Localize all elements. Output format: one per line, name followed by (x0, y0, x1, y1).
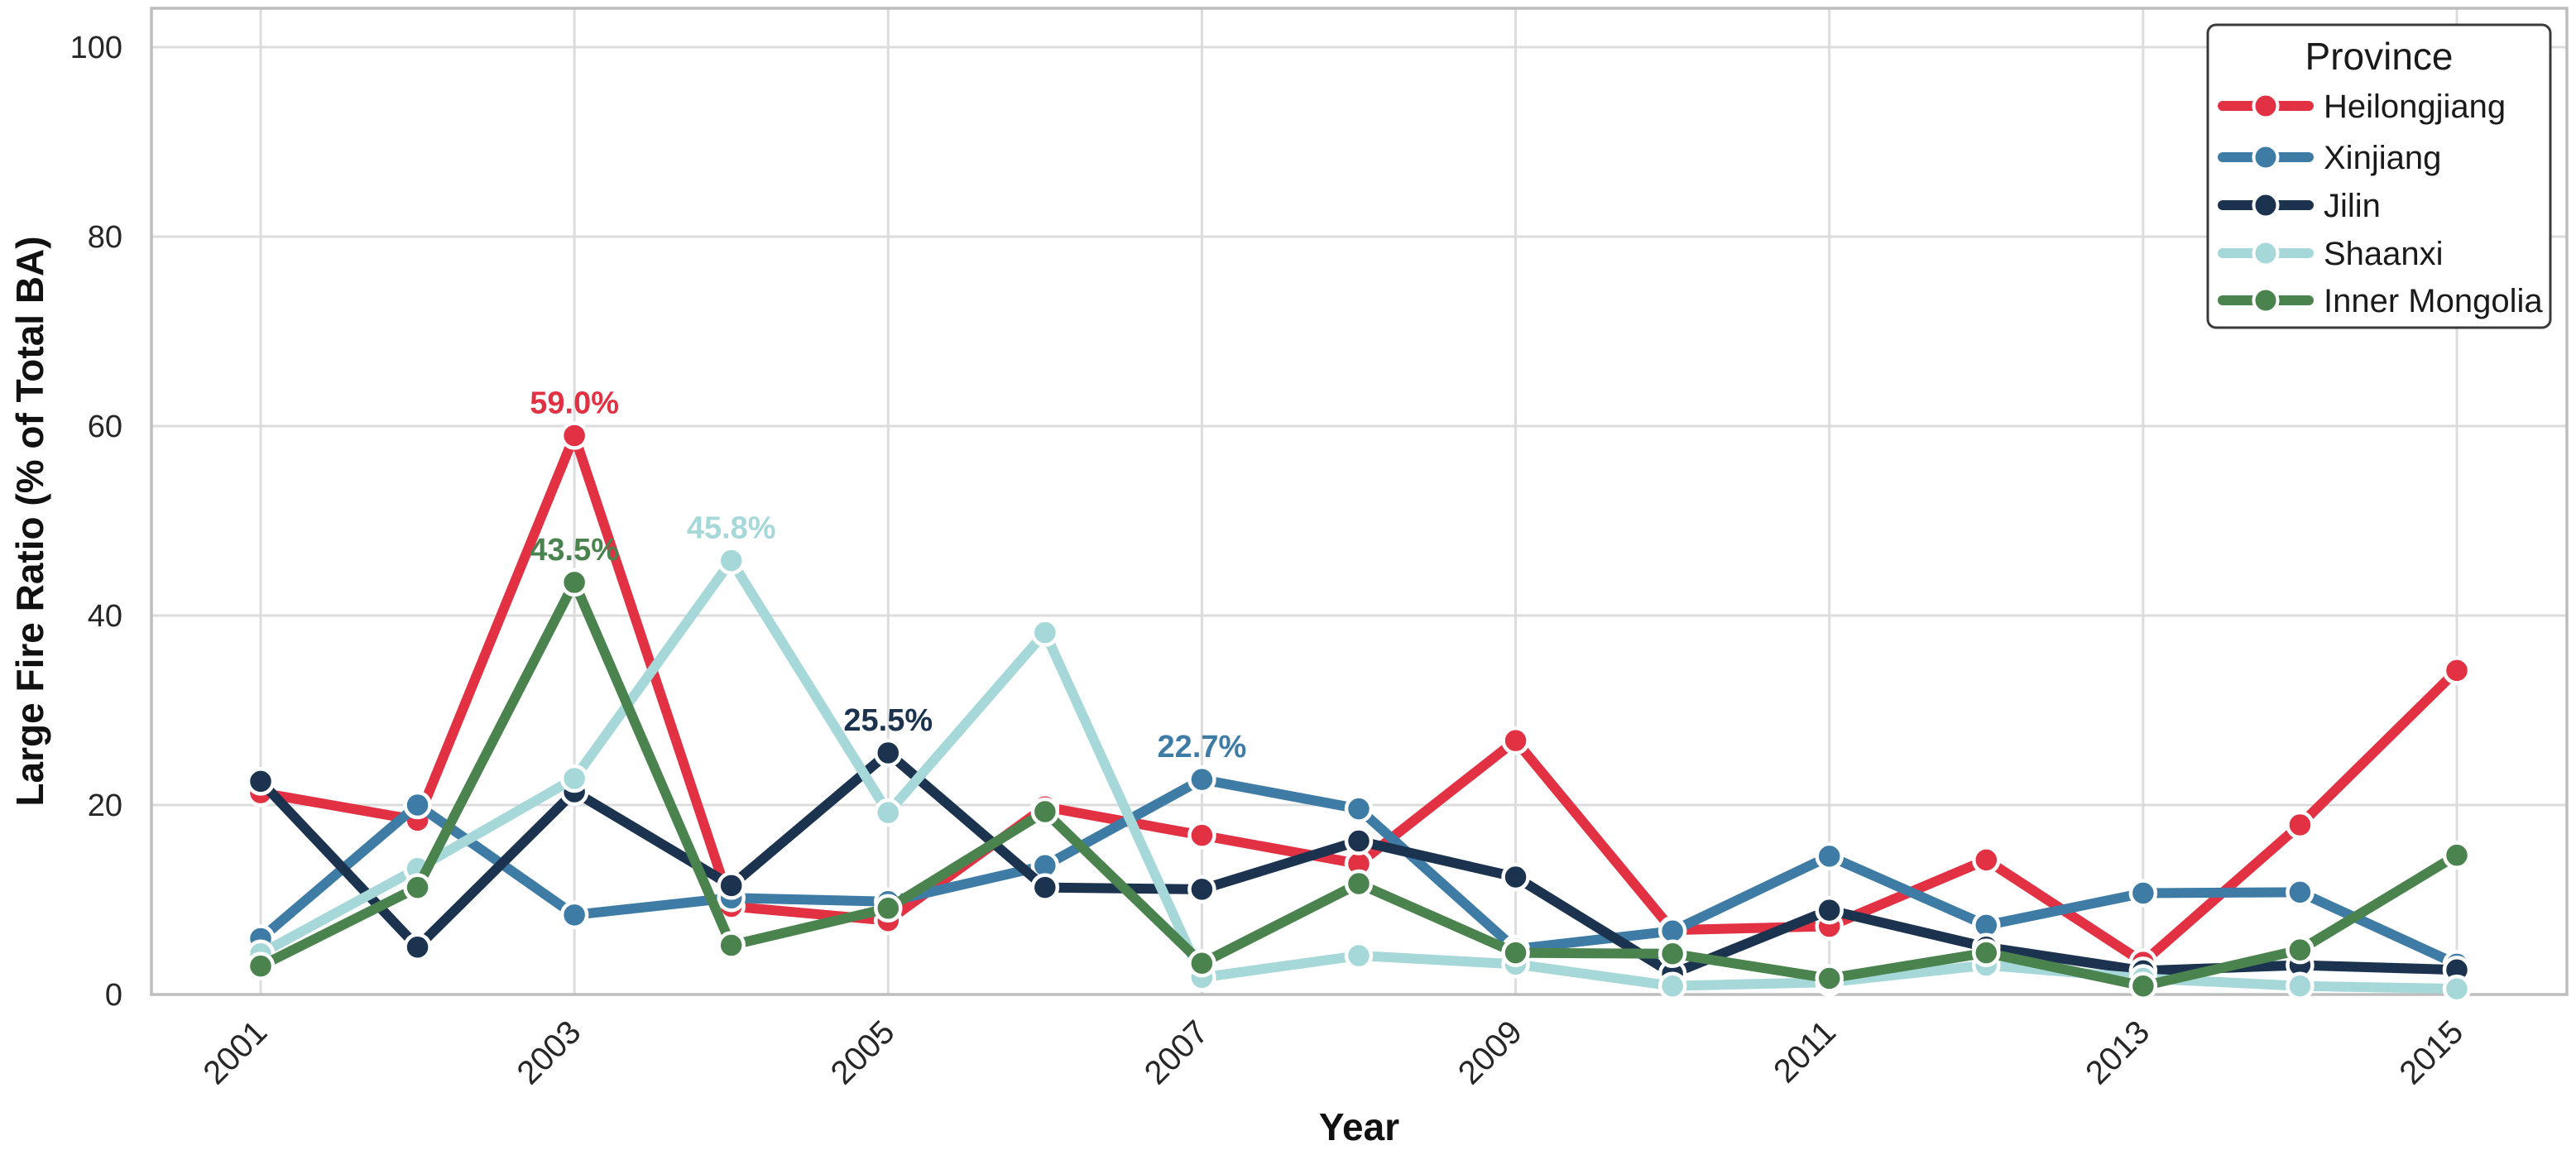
data-point-inner-mongolia-2005 (874, 894, 903, 923)
legend-label-jilin: Jilin (2324, 188, 2381, 224)
data-point-shaanxi-2008 (1344, 941, 1374, 970)
data-point-jilin-2004 (717, 871, 746, 900)
annotation-25.5%: 25.5% (843, 703, 933, 738)
data-point-heilongjiang-2015 (2442, 656, 2472, 685)
data-point-jilin-2011 (1815, 895, 1844, 925)
data-point-inner-mongolia-2001 (246, 951, 276, 980)
data-point-shaanxi-2003 (559, 764, 589, 793)
data-point-shaanxi-2004 (717, 546, 746, 575)
annotation-45.8%: 45.8% (687, 511, 776, 546)
data-point-inner-mongolia-2015 (2442, 841, 2472, 870)
annotation-59.0%: 59.0% (530, 386, 619, 420)
data-point-jilin-2008 (1344, 827, 1374, 855)
data-point-xinjiang-2013 (2128, 879, 2158, 908)
legend-marker-jilin (2252, 191, 2280, 219)
legend-label-xinjiang: Xinjiang (2324, 140, 2441, 176)
legend-marker-heilongjiang (2252, 92, 2280, 120)
data-point-inner-mongolia-2004 (717, 931, 746, 960)
data-point-inner-mongolia-2011 (1815, 964, 1844, 993)
legend-marker-xinjiang (2252, 143, 2280, 171)
data-point-jilin-2001 (246, 767, 276, 796)
data-point-shaanxi-2015 (2442, 974, 2472, 1004)
y-axis-title: Large Fire Ratio (% of Total BA) (8, 236, 51, 806)
data-point-xinjiang-2014 (2286, 878, 2315, 907)
y-tick-label-0: 0 (105, 978, 122, 1013)
y-tick-label-80: 80 (88, 220, 122, 255)
data-point-inner-mongolia-2014 (2286, 935, 2315, 965)
data-point-inner-mongolia-2008 (1344, 869, 1374, 899)
data-point-shaanxi-2014 (2286, 971, 2315, 1000)
x-axis-title: Year (1319, 1105, 1399, 1148)
data-point-inner-mongolia-2003 (559, 568, 589, 597)
data-point-inner-mongolia-2007 (1187, 948, 1216, 978)
data-point-inner-mongolia-2012 (1972, 938, 2001, 967)
data-point-heilongjiang-2009 (1501, 726, 1530, 755)
data-point-heilongjiang-2003 (559, 421, 589, 450)
y-tick-label-40: 40 (88, 599, 122, 634)
y-tick-label-20: 20 (88, 788, 122, 823)
data-point-xinjiang-2011 (1815, 841, 1844, 871)
data-point-xinjiang-2003 (559, 900, 589, 930)
data-point-inner-mongolia-2013 (2128, 971, 2158, 1000)
annotation-22.7%: 22.7% (1158, 730, 1247, 764)
data-point-jilin-2002 (403, 932, 432, 961)
data-point-heilongjiang-2012 (1972, 846, 2001, 875)
plot-border (150, 7, 2569, 996)
y-tick-label-100: 100 (70, 31, 122, 65)
data-point-shaanxi-2005 (874, 798, 903, 827)
data-point-shaanxi-2006 (1030, 618, 1060, 647)
legend-marker-inner-mongolia (2252, 286, 2280, 314)
data-point-inner-mongolia-2010 (1657, 939, 1687, 969)
data-point-jilin-2006 (1030, 873, 1060, 902)
data-point-xinjiang-2007 (1187, 764, 1216, 794)
data-point-xinjiang-2002 (403, 790, 432, 820)
data-point-inner-mongolia-2002 (403, 873, 432, 902)
data-point-jilin-2007 (1187, 875, 1216, 904)
annotation-43.5%: 43.5% (530, 533, 619, 568)
data-point-heilongjiang-2007 (1187, 821, 1216, 850)
data-point-jilin-2009 (1501, 862, 1530, 892)
legend-marker-shaanxi (2252, 239, 2280, 267)
y-tick-label-60: 60 (88, 410, 122, 444)
legend-label-inner-mongolia: Inner Mongolia (2324, 283, 2543, 319)
data-point-xinjiang-2008 (1344, 794, 1374, 823)
data-point-shaanxi-2010 (1657, 971, 1687, 1000)
legend-label-heilongjiang: Heilongjiang (2324, 89, 2506, 125)
legend-label-shaanxi: Shaanxi (2324, 236, 2444, 272)
data-point-jilin-2005 (874, 738, 903, 768)
data-point-heilongjiang-2014 (2286, 810, 2315, 840)
data-point-inner-mongolia-2009 (1501, 938, 1530, 967)
legend-title: Province (2305, 35, 2454, 78)
data-point-inner-mongolia-2006 (1030, 797, 1060, 827)
